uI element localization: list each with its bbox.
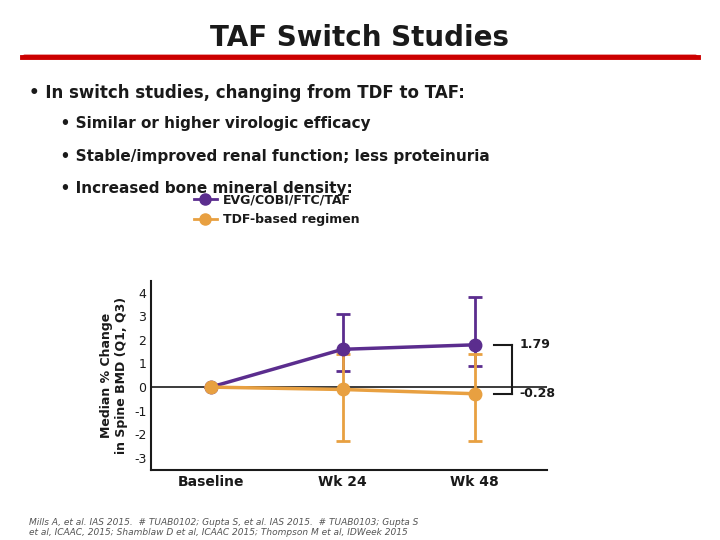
Y-axis label: Median % Change
in Spine BMD (Q1, Q3): Median % Change in Spine BMD (Q1, Q3)	[100, 297, 128, 454]
Text: • Stable/improved renal function; less proteinuria: • Stable/improved renal function; less p…	[29, 148, 490, 164]
Text: -0.28: -0.28	[520, 387, 556, 400]
Text: TAF Switch Studies: TAF Switch Studies	[210, 24, 510, 52]
Text: 1.79: 1.79	[520, 339, 550, 352]
Text: Mills A, et al. IAS 2015.  # TUAB0102; Gupta S, et al. IAS 2015.  # TUAB0103; Gu: Mills A, et al. IAS 2015. # TUAB0102; Gu…	[29, 518, 418, 537]
Text: • Increased bone mineral density:: • Increased bone mineral density:	[29, 181, 353, 196]
Legend: EVG/COBI/FTC/TAF, TDF-based regimen: EVG/COBI/FTC/TAF, TDF-based regimen	[189, 189, 364, 231]
Text: • Similar or higher virologic efficacy: • Similar or higher virologic efficacy	[29, 116, 370, 131]
Text: • In switch studies, changing from TDF to TAF:: • In switch studies, changing from TDF t…	[29, 84, 464, 102]
